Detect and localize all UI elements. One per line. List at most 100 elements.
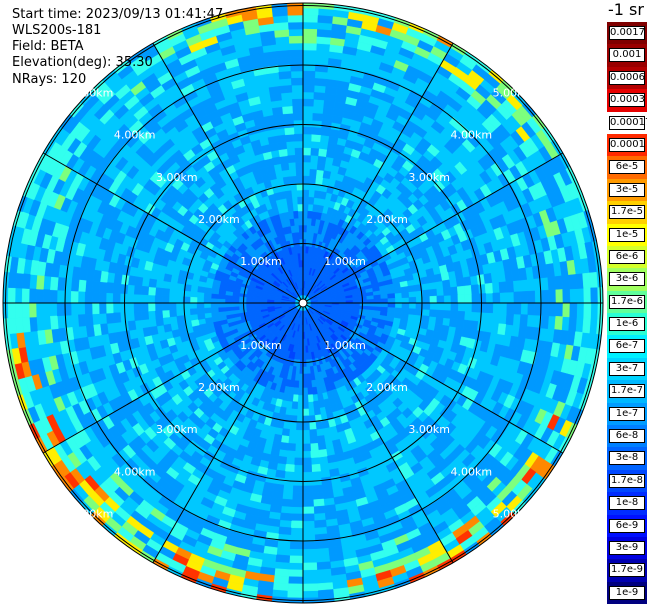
colorbar-swatch: 6e-6 bbox=[607, 245, 647, 269]
range-cell bbox=[288, 35, 304, 44]
range-cell bbox=[401, 291, 410, 299]
range-cell bbox=[302, 513, 315, 522]
range-cell bbox=[154, 310, 164, 319]
range-cell bbox=[291, 401, 299, 410]
range-cell bbox=[279, 442, 289, 451]
colorbar-swatch: 0.0001 bbox=[607, 133, 647, 157]
range-cell bbox=[272, 582, 289, 591]
range-cell bbox=[207, 203, 219, 214]
colorbar-label: 6e-9 bbox=[609, 518, 645, 533]
range-cell bbox=[316, 162, 326, 171]
range-cell bbox=[274, 29, 290, 38]
range-cell bbox=[268, 85, 282, 95]
range-cell bbox=[478, 293, 487, 304]
range-cell bbox=[316, 36, 332, 45]
range-cell bbox=[292, 98, 304, 107]
range-cell bbox=[311, 386, 318, 395]
range-cell bbox=[290, 520, 304, 529]
range-cell bbox=[154, 302, 163, 311]
range-cell bbox=[413, 125, 428, 139]
range-cell bbox=[471, 302, 480, 313]
range-cell bbox=[203, 338, 213, 347]
range-cell bbox=[316, 169, 325, 178]
range-cell bbox=[298, 217, 304, 226]
range-cell bbox=[14, 302, 23, 319]
range-cell bbox=[267, 135, 278, 145]
range-cell bbox=[141, 72, 158, 88]
range-cell bbox=[78, 314, 87, 327]
range-cell bbox=[575, 273, 584, 289]
azimuth-spoke bbox=[42, 152, 304, 304]
range-cell bbox=[269, 504, 282, 514]
range-cell bbox=[277, 455, 288, 465]
range-cell bbox=[133, 311, 143, 321]
range-cell bbox=[548, 289, 557, 304]
range-cell bbox=[302, 7, 319, 16]
range-cell bbox=[550, 342, 561, 358]
range-cell bbox=[163, 437, 177, 450]
range-cell bbox=[309, 429, 318, 438]
range-cell bbox=[267, 518, 281, 528]
range-cell bbox=[498, 281, 507, 293]
range-cell bbox=[287, 204, 294, 213]
range-cell bbox=[288, 576, 304, 585]
colorbar-swatch: 0.0003 bbox=[607, 89, 647, 112]
range-cell bbox=[49, 289, 58, 304]
range-cell bbox=[293, 133, 304, 142]
range-cell bbox=[302, 506, 315, 515]
range-cell bbox=[112, 292, 121, 304]
range-cell bbox=[313, 505, 326, 514]
colorbar-label: 6e-5 bbox=[609, 160, 645, 175]
range-cell bbox=[134, 276, 144, 287]
range-cell bbox=[295, 168, 304, 177]
range-cell bbox=[314, 519, 327, 528]
range-cell bbox=[57, 277, 66, 291]
range-cell bbox=[339, 472, 351, 483]
range-cell bbox=[288, 21, 304, 30]
range-cell bbox=[181, 257, 192, 267]
range-cell bbox=[177, 321, 186, 330]
range-cell bbox=[302, 203, 309, 212]
range-cell bbox=[447, 244, 458, 256]
polar-plot: 1.00km 1.00km 1.00km 1.00km 2.00km 2.00km 2.00… bbox=[2, 2, 604, 604]
range-cell bbox=[311, 463, 321, 473]
range-cell bbox=[222, 506, 236, 518]
colorbar: 0.0017 0.001 0.0006 0.0003 0.00017 0.0001 6e-5… bbox=[607, 22, 647, 605]
range-cell bbox=[147, 103, 163, 118]
range-cell bbox=[318, 148, 328, 158]
range-cell bbox=[292, 499, 304, 508]
range-cell bbox=[158, 496, 174, 510]
range-cell bbox=[127, 275, 137, 286]
range-cell bbox=[309, 175, 317, 184]
range-cell bbox=[298, 373, 304, 382]
range-cell bbox=[476, 222, 488, 236]
range-cell bbox=[321, 420, 330, 429]
range-cell bbox=[302, 175, 310, 184]
range-cell bbox=[568, 274, 577, 290]
range-cell bbox=[249, 493, 263, 503]
range-cell bbox=[99, 281, 108, 293]
range-cell bbox=[541, 289, 550, 304]
range-cell bbox=[147, 302, 156, 312]
range-cell bbox=[276, 50, 291, 59]
range-cell bbox=[302, 14, 319, 23]
range-cell bbox=[204, 287, 213, 294]
range-cell bbox=[541, 302, 550, 317]
range-cell bbox=[85, 324, 95, 338]
range-label: 2.00km bbox=[198, 381, 240, 394]
range-cell bbox=[380, 293, 389, 300]
range-cell bbox=[36, 274, 45, 290]
range-cell bbox=[311, 126, 322, 136]
range-cell bbox=[306, 380, 313, 389]
range-cell bbox=[313, 92, 326, 101]
colorbar-swatch: 1e-8 bbox=[607, 492, 647, 515]
range-cell bbox=[115, 156, 129, 171]
range-cell bbox=[302, 196, 309, 205]
colorbar-swatch: 1.7e-8 bbox=[607, 469, 647, 493]
range-cell bbox=[327, 58, 342, 68]
range-cell bbox=[222, 240, 232, 250]
range-label: 4.00km bbox=[114, 465, 156, 478]
range-cell bbox=[142, 475, 158, 489]
range-cell bbox=[302, 464, 313, 473]
range-cell bbox=[187, 401, 199, 413]
